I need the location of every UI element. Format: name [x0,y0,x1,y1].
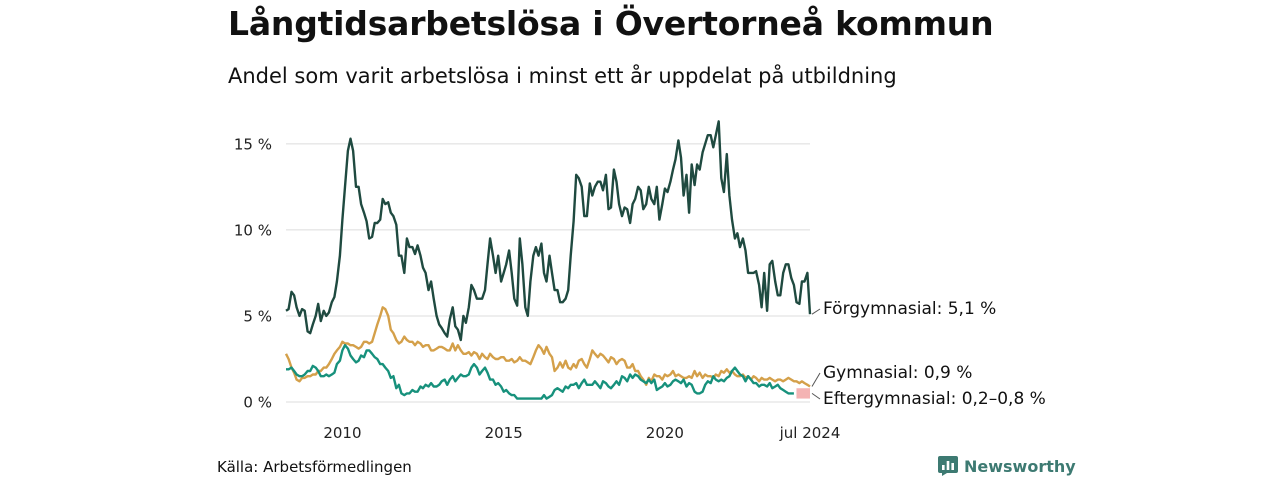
y-tick-label: 0 % [243,394,272,412]
y-tick-label: 15 % [234,135,272,153]
y-tick-label: 10 % [234,221,272,239]
end-label-leader [811,392,821,400]
gridlines [286,143,810,403]
series-line-förgymnasial [285,120,812,342]
y-tick-label: 5 % [243,307,272,325]
series-line-eftergymnasial [286,344,794,400]
chart-subtitle: Andel som varit arbetslösa i minst ett å… [228,64,897,88]
x-tick-label: 2010 [323,424,361,442]
end-label-leader [811,308,821,315]
chart-title: Långtidsarbetslösa i Övertorneå kommun [228,4,994,43]
x-tick-label: jul 2024 [779,424,841,442]
source-note: Källa: Arbetsförmedlingen [217,458,412,476]
series-line-gymnasial [284,306,811,388]
series-end-labels: Förgymnasial: 5,1 % Gymnasial: 0,9 % Efter… [811,299,1046,409]
brand-name: Newsworthy [964,456,1076,476]
bar-chart-icon [938,456,958,476]
brand-logo: Newsworthy [938,456,1076,476]
series-band-eftergymnasial [796,388,810,399]
end-label-eftergymnasial: Eftergymnasial: 0,2–0,8 % [823,389,1046,409]
uncertainty-bands [796,388,810,399]
end-label-gymnasial: Gymnasial: 0,9 % [823,363,972,383]
x-tick-label: 2020 [646,424,684,442]
end-label-leader [811,372,821,387]
end-label-förgymnasial: Förgymnasial: 5,1 % [823,299,996,319]
series-lines [284,120,812,400]
axis-labels: 0 % 5 % 10 % 15 % 2010 2015 2020 jul 2024 [234,135,841,442]
x-tick-label: 2015 [485,424,523,442]
